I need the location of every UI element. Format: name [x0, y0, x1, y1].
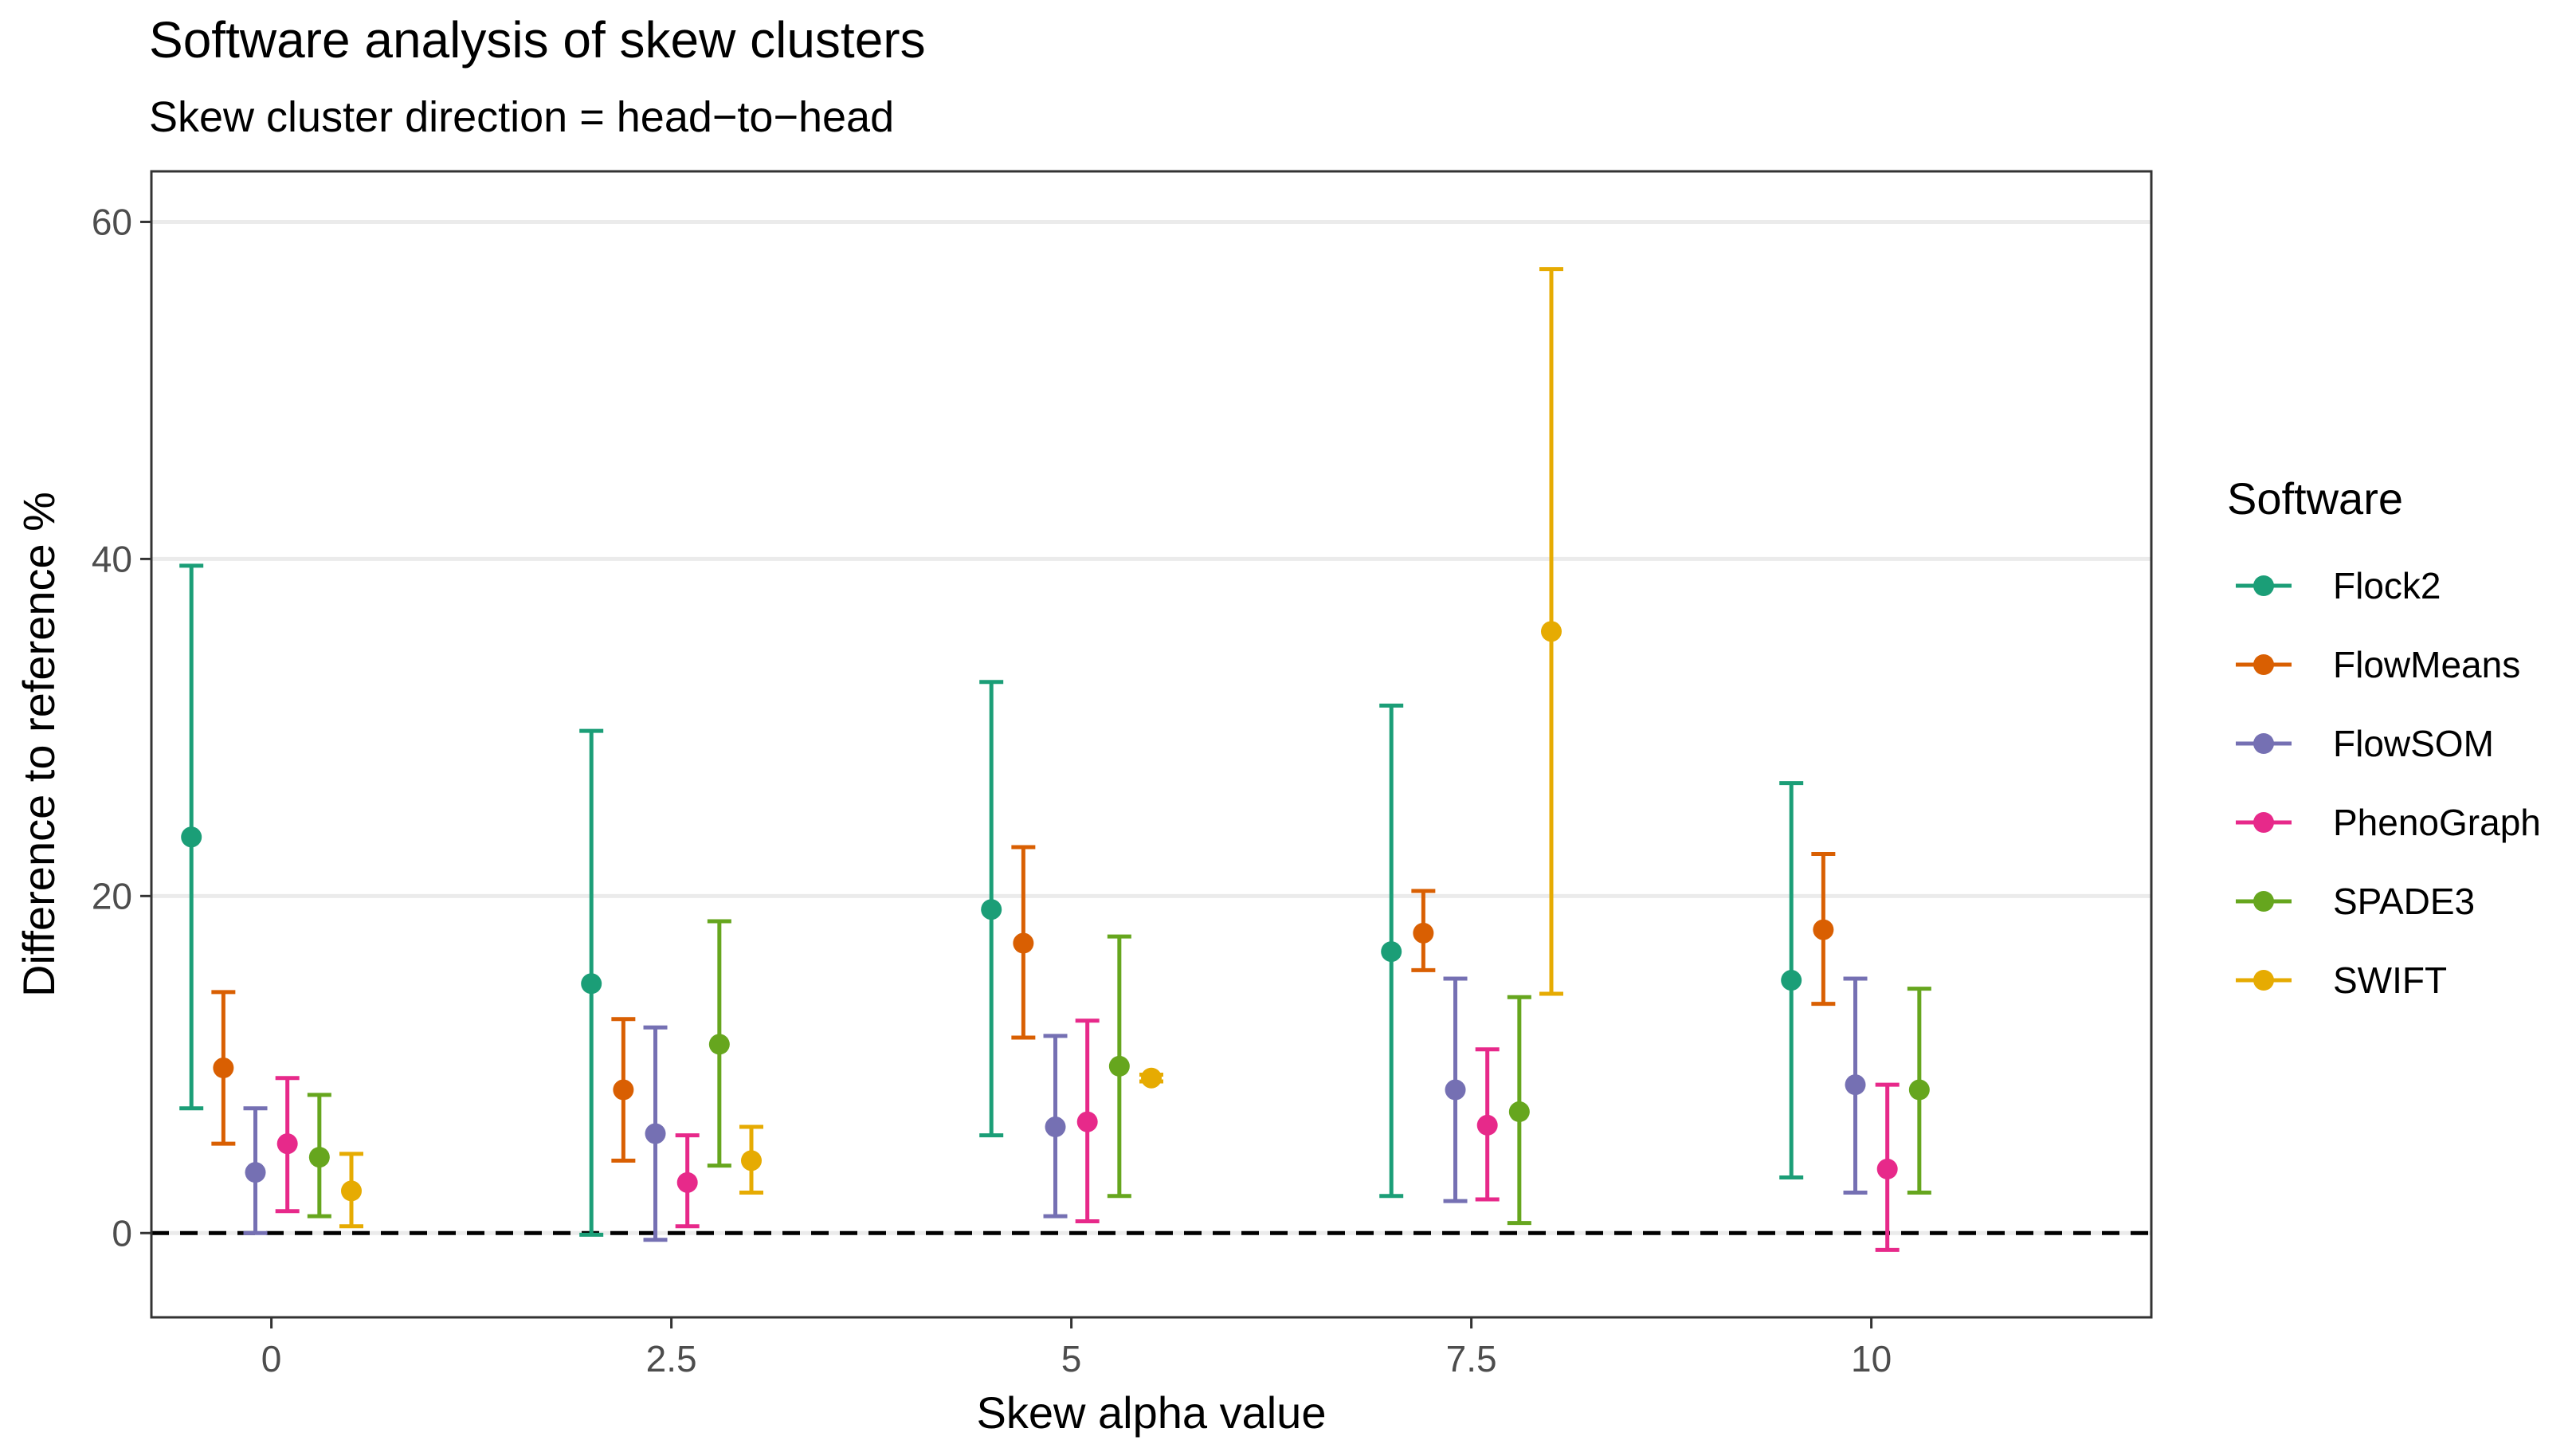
- spade3-point: [308, 1147, 330, 1168]
- flowmeans-legend-label: FlowMeans: [2333, 644, 2520, 685]
- spade3-point: [1908, 1079, 1930, 1101]
- flowsom-point: [1445, 1079, 1466, 1101]
- flowsom-point: [645, 1123, 666, 1144]
- flowsom-point: [1845, 1074, 1866, 1096]
- swift-point: [741, 1150, 762, 1171]
- axis-ticks: 0 20 40 60 0 2.5 5 7.5 10: [92, 201, 1892, 1379]
- x-tick-label: 10: [1851, 1338, 1892, 1379]
- plot-panel-border: [150, 170, 2153, 1319]
- flock2-legend-label: Flock2: [2333, 565, 2441, 606]
- swift-point: [1541, 621, 1562, 642]
- flock2-point: [581, 973, 602, 995]
- swift-point: [341, 1180, 362, 1202]
- flowmeans-point: [1413, 922, 1434, 944]
- flowmeans-point: [1013, 932, 1034, 954]
- spade3-legend-point: [2253, 891, 2274, 912]
- x-tick-label: 2.5: [646, 1338, 697, 1379]
- phenograph-legend-label: PhenoGraph: [2333, 802, 2541, 843]
- legend: Software Flock2 FlowMeans FlowSOM PhenoGrap…: [2227, 473, 2541, 1001]
- flock2-point: [181, 826, 202, 848]
- spade3-point: [1508, 1101, 1530, 1123]
- flowmeans-point: [213, 1058, 234, 1079]
- legend-keys: Flock2 FlowMeans FlowSOM PhenoGraph SPADE3 SW…: [2236, 565, 2541, 1001]
- legend-title: Software: [2227, 473, 2403, 524]
- y-tick-label: 20: [92, 875, 132, 916]
- chart-title: Software analysis of skew clusters: [149, 11, 926, 69]
- phenograph-point: [1876, 1158, 1898, 1179]
- flowsom-point: [1045, 1116, 1066, 1138]
- spade3-legend-label: SPADE3: [2333, 881, 2475, 922]
- flowsom-point: [245, 1162, 266, 1183]
- flowmeans-legend-point: [2253, 654, 2274, 675]
- plot-marks: [151, 267, 2151, 1252]
- flowsom-legend-point: [2253, 733, 2274, 754]
- y-tick-label: 60: [92, 201, 132, 242]
- flock2-legend-point: [2253, 575, 2274, 596]
- phenograph-point: [1476, 1114, 1498, 1136]
- swift-legend-label: SWIFT: [2333, 959, 2447, 1001]
- flowmeans-point: [1813, 919, 1834, 940]
- y-axis-title: Difference to reference %: [14, 492, 64, 997]
- flock2-point: [981, 899, 1002, 920]
- x-tick-label: 7.5: [1446, 1338, 1497, 1379]
- x-tick-label: 5: [1061, 1338, 1082, 1379]
- flowmeans-point: [613, 1079, 634, 1101]
- phenograph-point: [676, 1171, 698, 1193]
- y-tick-label: 0: [112, 1212, 132, 1254]
- flock2-point: [1381, 941, 1402, 963]
- phenograph-point: [1076, 1111, 1098, 1132]
- phenograph-legend-point: [2253, 812, 2274, 833]
- swift-point: [1141, 1067, 1162, 1089]
- phenograph-point: [276, 1133, 298, 1155]
- chart-subtitle: Skew cluster direction = head−to−head: [149, 93, 894, 141]
- swift-legend-point: [2253, 970, 2274, 991]
- flock2-point: [1781, 970, 1802, 991]
- x-tick-label: 0: [261, 1338, 282, 1379]
- spade3-point: [1108, 1055, 1130, 1077]
- flowsom-legend-label: FlowSOM: [2333, 723, 2494, 764]
- x-axis-title: Skew alpha value: [977, 1387, 1327, 1438]
- spade3-point: [708, 1034, 730, 1055]
- y-tick-label: 40: [92, 538, 132, 579]
